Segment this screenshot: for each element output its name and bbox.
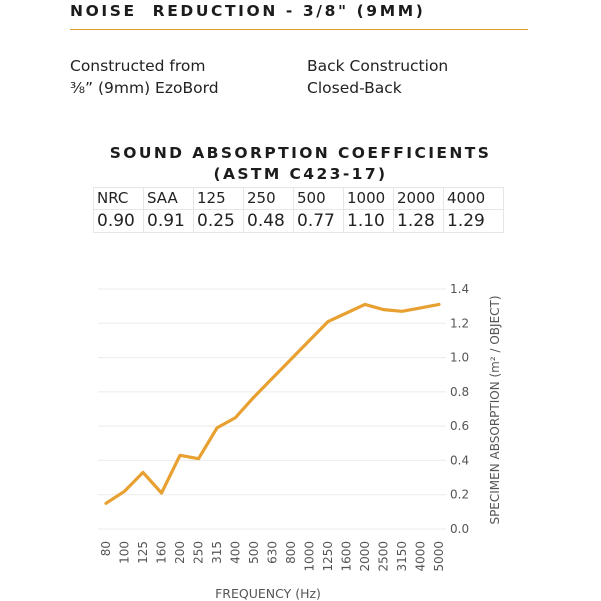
x-tick-label: 1000 (303, 541, 317, 572)
y-tick-label: 1.0 (450, 351, 469, 365)
y-axis-label: SPECIMEN ABSORPTION (m² / OBJECT) (488, 295, 502, 524)
coef-value-cell: 1.29 (443, 209, 504, 233)
series-line (104, 302, 441, 505)
y-tick-label: 1.2 (450, 316, 469, 330)
x-tick-label: 200 (173, 541, 187, 564)
absorption-series (104, 302, 441, 505)
y-tick-label: 0.0 (450, 522, 469, 536)
title-divider (70, 29, 528, 30)
spec-construction-value: ⅜” (9mm) EzoBord (70, 79, 219, 97)
x-tick-label: 1600 (340, 541, 354, 572)
x-tick-label: 125 (136, 541, 150, 564)
x-tick-label: 3150 (395, 541, 409, 572)
spec-back-construction-value: Closed-Back (307, 79, 402, 97)
x-tick-label: 2000 (358, 541, 372, 572)
x-tick-label: 400 (229, 541, 243, 564)
spec-back-construction: Back Construction Closed-Back (307, 55, 448, 99)
x-tick-label: 800 (284, 541, 298, 564)
coef-value-cell: 1.28 (393, 209, 444, 233)
y-tick-label: 0.2 (450, 488, 469, 502)
spec-construction: Constructed from ⅜” (9mm) EzoBord (70, 55, 219, 99)
y-tick-labels: 0.0 0.2 0.4 0.6 0.8 1.0 1.2 1.4 (450, 282, 469, 536)
x-tick-label: 80 (99, 541, 113, 556)
x-tick-label: 500 (247, 541, 261, 564)
coefficients-title: SOUND ABSORPTION COEFFICIENTS (109, 144, 492, 162)
coef-value-cell: 0.77 (293, 209, 344, 233)
coef-header-cell: 125 (193, 187, 244, 210)
coef-header-cell: 4000 (443, 187, 504, 210)
y-tick-label: 0.8 (450, 385, 469, 399)
coefficients-value-row: 0.90 0.91 0.25 0.48 0.77 1.10 1.28 1.29 (93, 209, 504, 233)
x-tick-label: 4000 (414, 541, 428, 572)
x-axis-label: FREQUENCY (Hz) (215, 586, 321, 601)
x-tick-label: 250 (192, 541, 206, 564)
coef-value-cell: 0.90 (93, 209, 144, 233)
coefficients-table: NRC SAA 125 250 500 1000 2000 4000 0.90 … (93, 187, 504, 233)
coef-header-cell: 1000 (343, 187, 394, 210)
x-tick-label: 5000 (432, 541, 446, 572)
coef-value-cell: 1.10 (343, 209, 394, 233)
coef-value-cell: 0.25 (193, 209, 244, 233)
page-title: NOISE REDUCTION - 3/8" (9MM) (70, 2, 426, 20)
coef-value-cell: 0.48 (243, 209, 294, 233)
spec-construction-label: Constructed from (70, 57, 206, 75)
spec-back-construction-label: Back Construction (307, 57, 449, 75)
y-tick-label: 1.4 (450, 282, 469, 296)
coefficients-standard: (ASTM C423-17) (213, 165, 388, 183)
x-tick-label: 1250 (321, 541, 335, 572)
x-tick-label: 100 (118, 541, 132, 564)
x-tick-label: 160 (155, 541, 169, 564)
x-tick-label: 630 (266, 541, 280, 564)
y-tick-label: 0.4 (450, 453, 469, 467)
x-tick-label: 2500 (377, 541, 391, 572)
coef-header-cell: 500 (293, 187, 344, 210)
y-tick-label: 0.6 (450, 419, 469, 433)
x-tick-label: 315 (210, 541, 224, 564)
x-tick-labels: 80 100 125 160 200 250 315 400 500 630 800 1000 1250… (99, 541, 446, 572)
chart-grid (98, 288, 446, 530)
